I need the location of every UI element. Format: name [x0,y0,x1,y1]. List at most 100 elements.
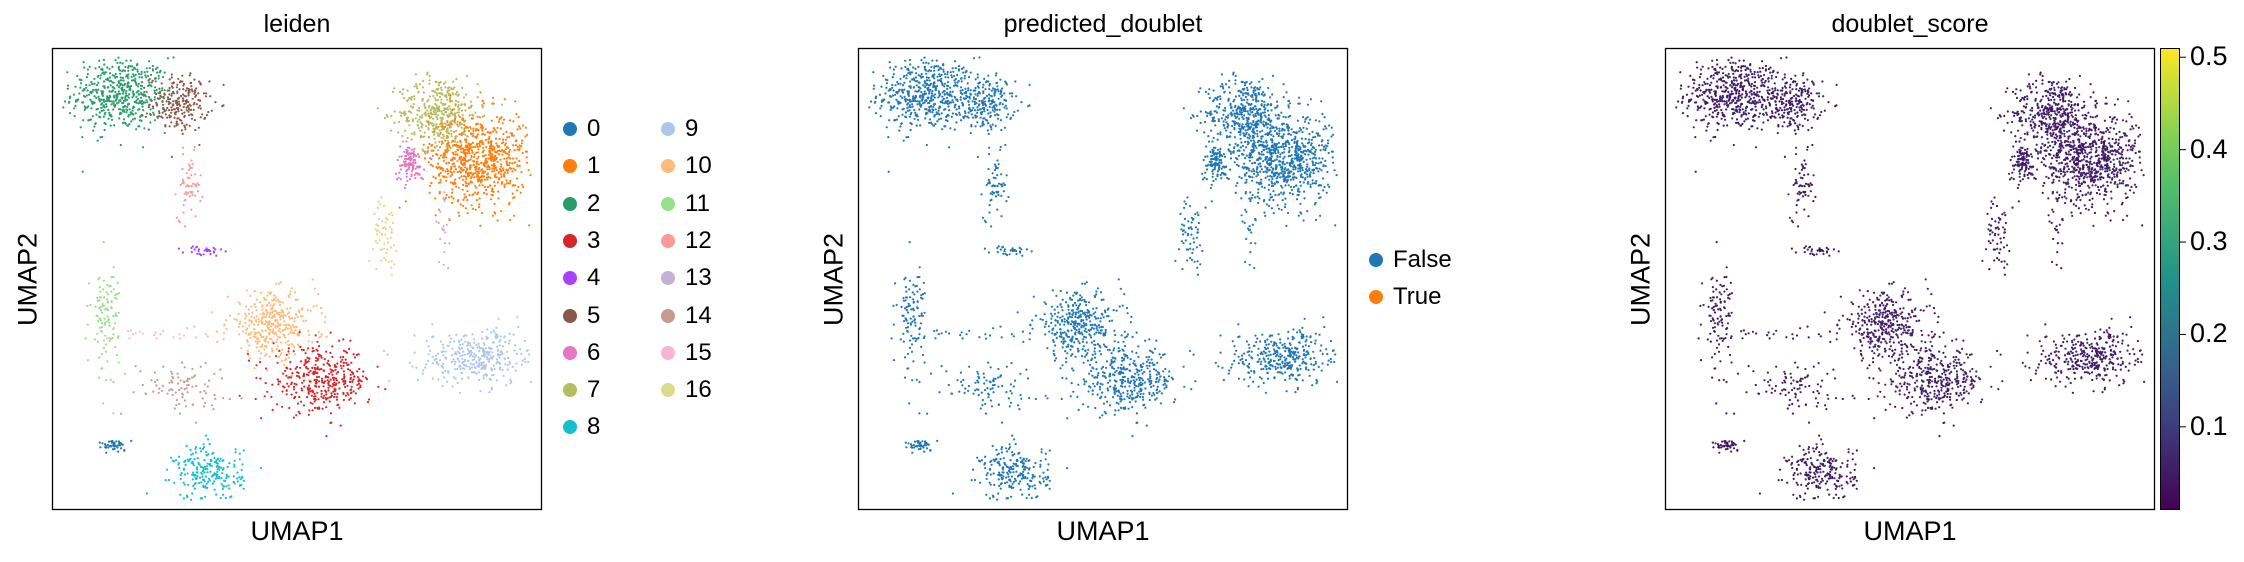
leiden-cell-point [342,398,345,402]
predicted-doublet-cell-point [885,86,888,89]
predicted-doublet-cell-point [884,92,887,95]
leiden-cell-point [102,98,105,101]
leiden-cell-point [470,104,473,107]
predicted-doublet-cell-point [1248,82,1251,85]
leiden-legend-item: 7 [563,376,600,404]
leiden-cell-point [328,380,331,383]
leiden-cell-point [122,121,125,124]
leiden-legend-label: 16 [685,376,712,404]
leiden-cell-point [481,115,484,118]
leiden-cell-point [495,362,498,365]
predicted-doublet-cell-point [1215,105,1218,108]
leiden-cell-point [185,172,188,175]
predicted-doublet-cell-point [978,100,981,103]
leiden-legend-marker [563,159,577,174]
leiden-cell-point [415,83,418,86]
leiden-cell-point [434,354,438,357]
predicted-doublet-cell-point [908,98,911,101]
predicted-doublet-cell-point [996,159,999,162]
predicted-doublet-cell-point [928,101,931,104]
leiden-cell-point [431,377,434,380]
predicted-doublet-cell-point [919,96,922,99]
predicted-doublet-cell-point [967,116,970,119]
leiden-cell-point [462,156,465,159]
leiden-cell-point [197,92,200,95]
predicted-doublet-cell-point [889,108,892,111]
leiden-cell-point [191,245,194,248]
leiden-cell-point [524,126,527,129]
leiden-cell-point [112,444,115,447]
leiden-cell-point [454,144,457,147]
leiden-cell-point [138,330,141,333]
leiden-legend-item: 8 [563,413,600,441]
leiden-cell-point [427,106,431,109]
leiden-cell-point [407,98,410,101]
leiden-cell-point [450,195,453,198]
leiden-cell-point [133,105,136,109]
leiden-cell-point [302,348,305,352]
leiden-cell-point [429,349,432,352]
leiden-cell-point [274,331,277,334]
predicted-doublet-cell-point [888,101,891,104]
leiden-cell-point [203,466,207,469]
leiden-cell-point [175,216,178,219]
leiden-cell-point [274,355,278,358]
leiden-cell-point [414,167,417,170]
leiden-cell-point [126,124,129,127]
leiden-cell-point [188,124,191,127]
leiden-cell-point [168,125,171,128]
predicted-doublet-cell-point [918,86,921,89]
leiden-cell-point [271,323,274,326]
leiden-cell-point [265,313,268,316]
leiden-cell-point [447,124,450,127]
leiden-cell-point [106,96,109,99]
leiden-cell-point [438,166,441,169]
leiden-cell-point [82,101,85,104]
leiden-cell-point [300,387,303,390]
predicted-doublet-cell-point [1220,117,1223,120]
predicted-doublet-cell-point [888,94,892,98]
predicted-doublet-cell-point [1018,251,1022,254]
leiden-cell-point [105,105,108,108]
leiden-cell-point [442,354,445,357]
leiden-legend-item: 1 [563,152,600,180]
leiden-cell-point [266,321,269,324]
leiden-cell-point [502,374,505,377]
leiden-cell-point [460,132,463,135]
predicted-doublet-cell-point [1252,139,1255,142]
leiden-cell-point [196,190,199,193]
predicted-doublet-cell-point [996,117,1000,120]
leiden-cell-point [278,316,282,319]
predicted-doublet-cell-point [967,100,970,103]
leiden-cell-point [383,117,386,120]
leiden-cell-point [447,144,450,147]
leiden-cell-point [117,81,121,85]
predicted-doublet-cell-point [1239,137,1242,140]
leiden-cell-point [416,153,419,156]
leiden-cell-point [413,334,416,337]
leiden-cell-point [411,106,414,109]
predicted-doublet-cell-point [934,93,937,96]
leiden-cell-point [343,373,346,376]
predicted-doublet-cell-point [1270,109,1273,112]
leiden-cell-point [157,391,160,394]
leiden-cell-point [400,155,403,158]
leiden-legend-item: 15 [661,339,712,367]
leiden-cell-point [168,98,172,101]
leiden-cell-point [434,111,437,114]
leiden-cell-point [409,105,412,108]
leiden-cell-point [427,359,430,362]
leiden-cell-point [254,397,257,401]
leiden-cell-point [161,89,164,92]
predicted-doublet-cell-point [1000,95,1003,98]
leiden-cell-point [485,193,488,196]
leiden-cell-point [245,314,248,317]
leiden-cell-point [487,360,490,363]
leiden-cell-point [177,100,181,103]
leiden-cell-point [276,312,279,315]
leiden-cell-point [454,103,457,106]
leiden-cell-point [298,412,301,415]
leiden-cell-point [188,114,191,117]
leiden-cell-point [221,472,224,475]
leiden-cell-point [283,323,286,327]
